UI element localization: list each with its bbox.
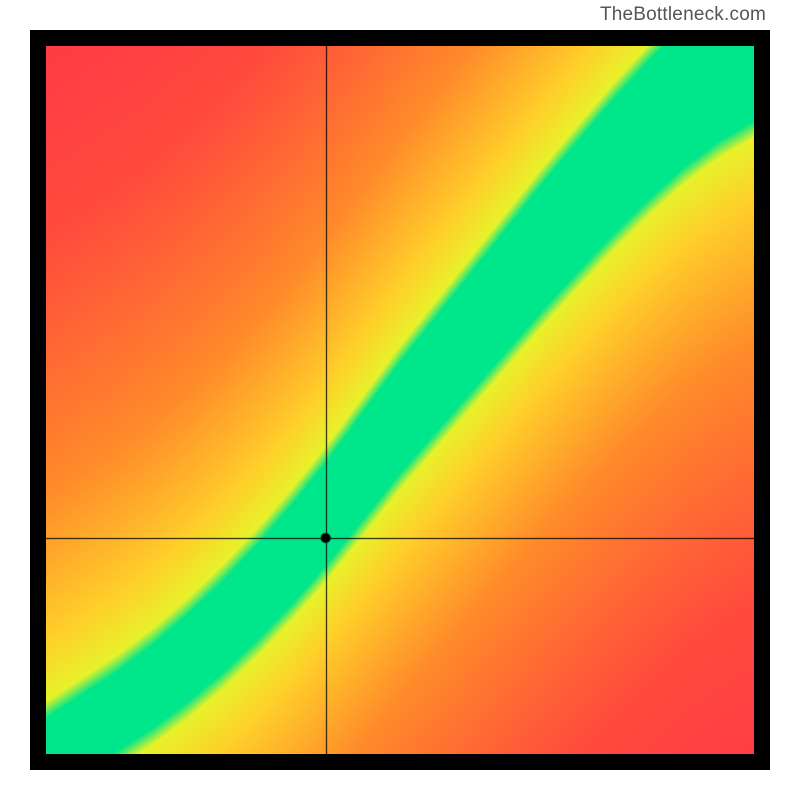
chart-container: TheBottleneck.com [0,0,800,800]
watermark-text: TheBottleneck.com [600,4,766,26]
chart-frame [30,30,770,770]
heatmap-canvas [46,46,754,754]
